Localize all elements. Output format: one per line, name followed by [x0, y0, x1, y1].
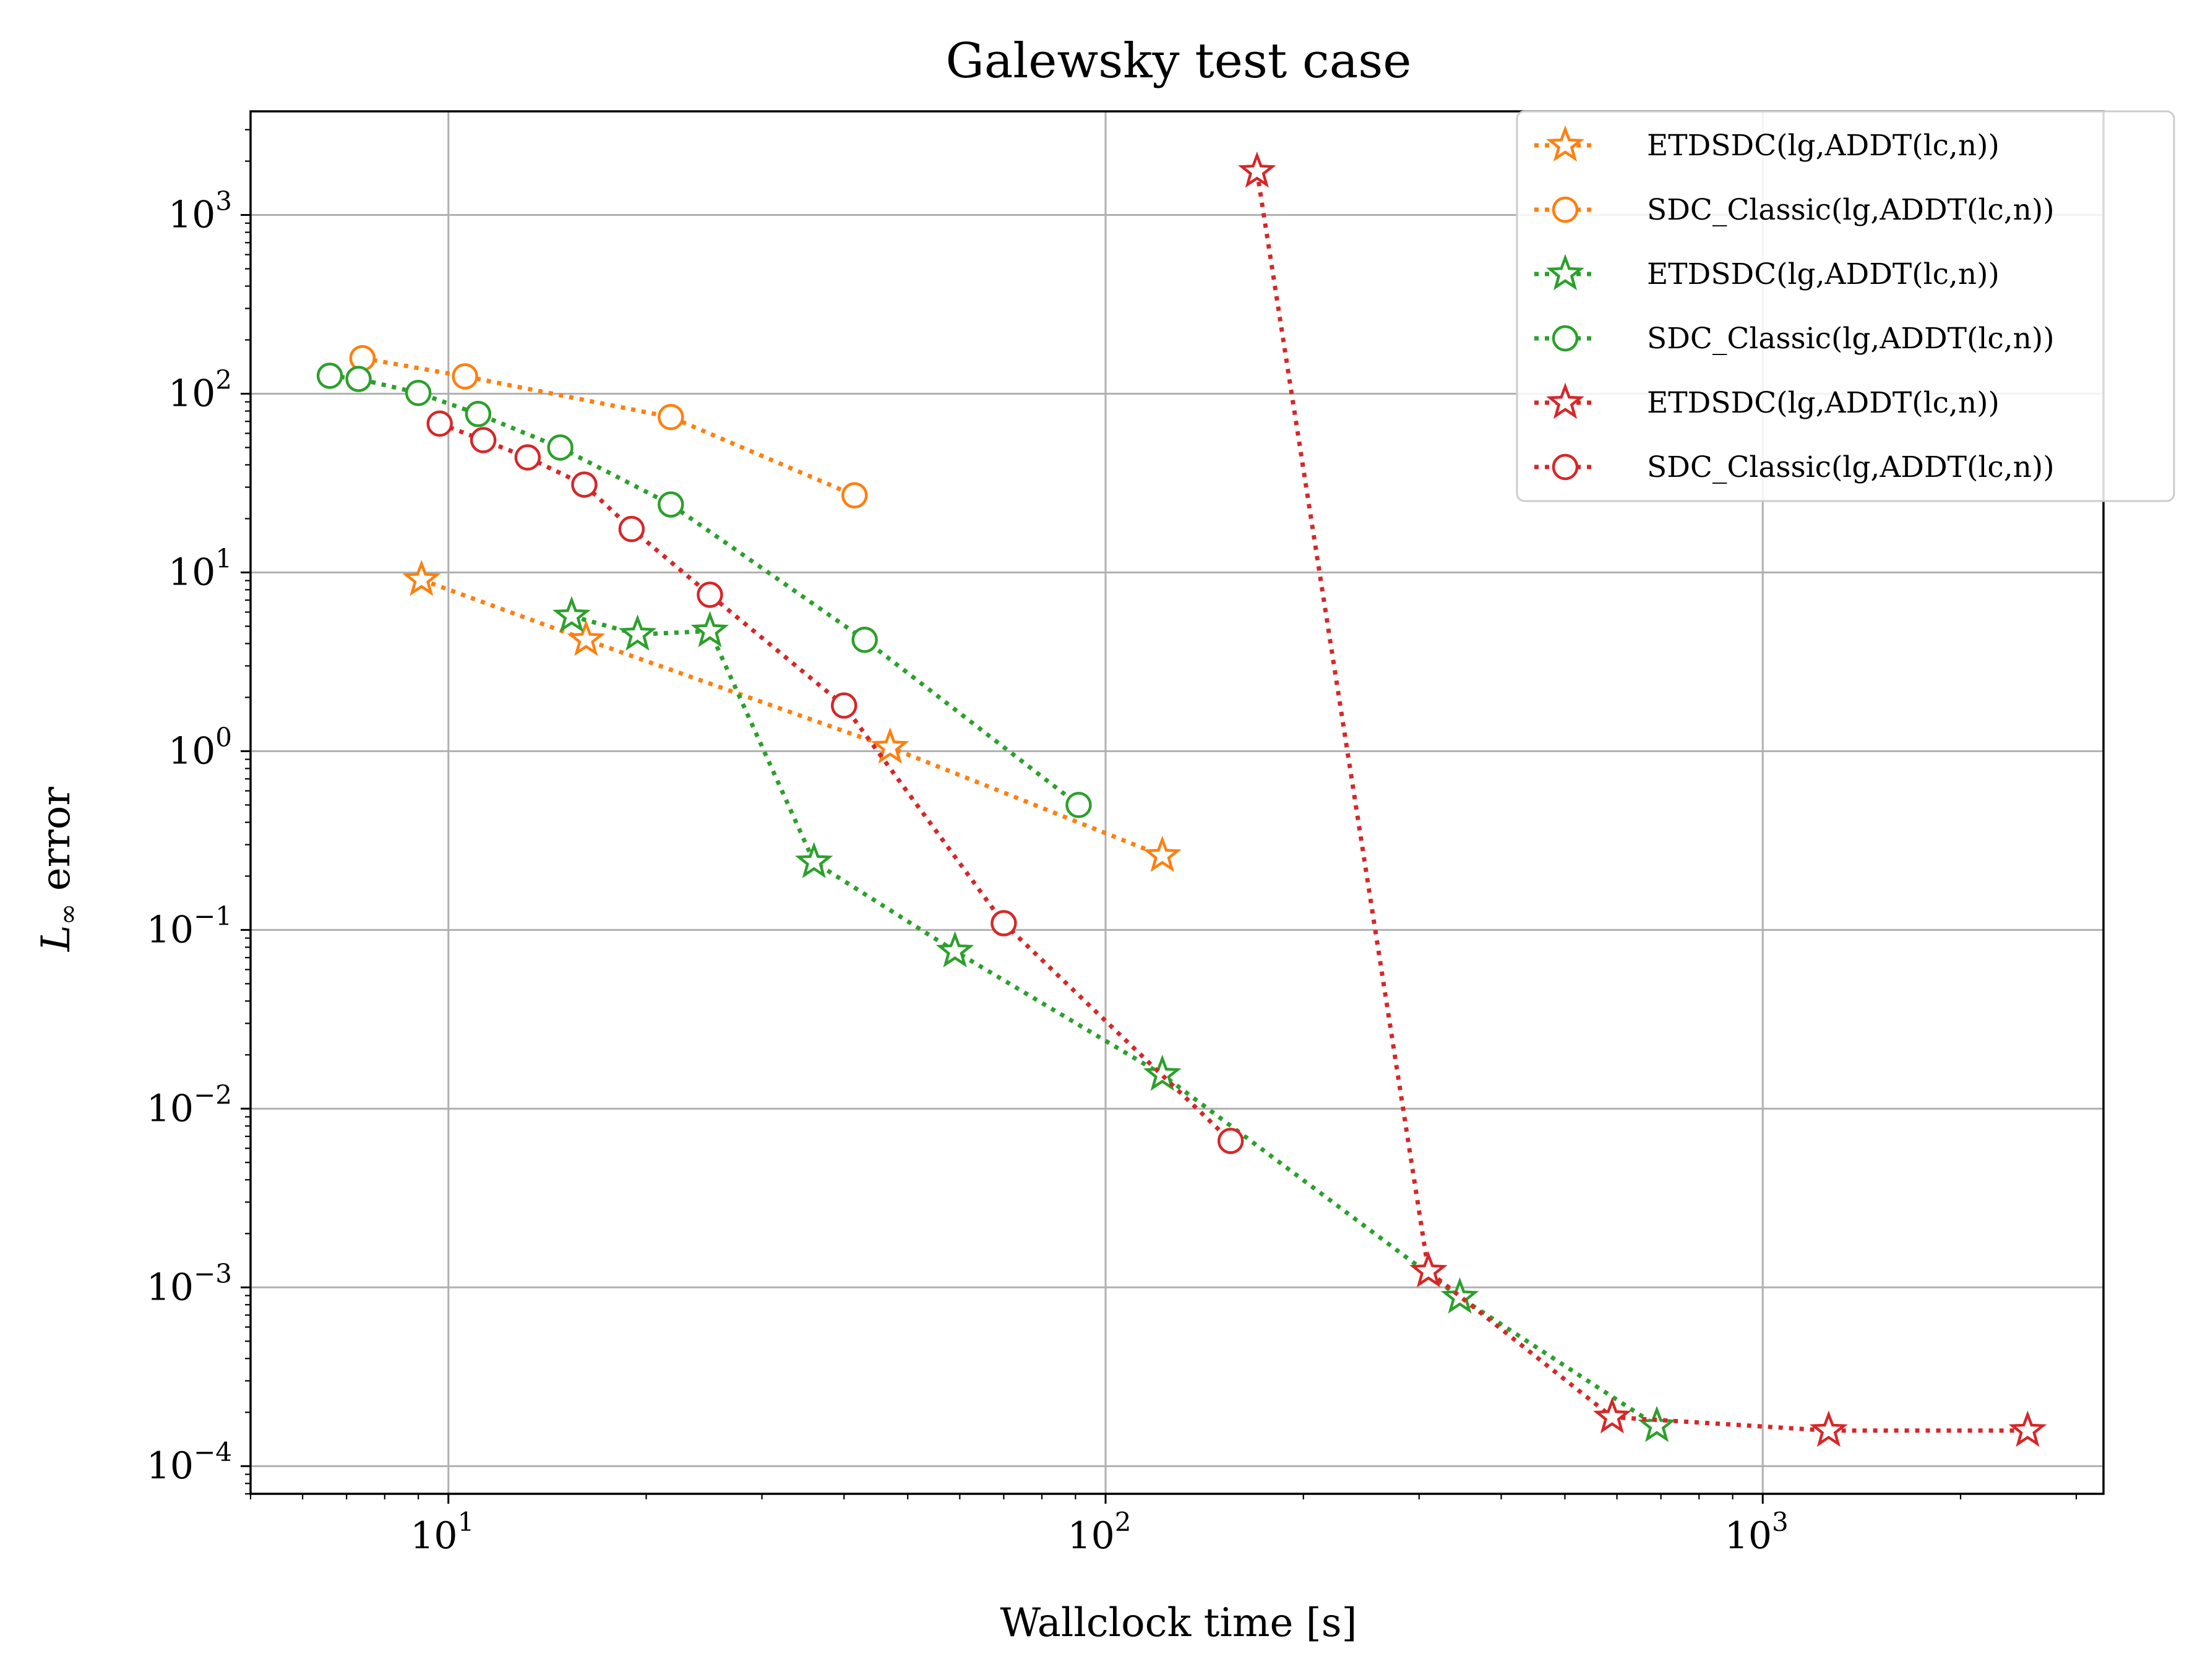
- series-layer: [316, 151, 2047, 1447]
- circle-point: [514, 444, 541, 471]
- y-tick-label: 10−2: [147, 1079, 232, 1130]
- series-3: [552, 596, 1676, 1442]
- legend-label: SDC_Classic(lg,ADDT(lc,n)): [1647, 450, 2055, 484]
- star-point: [567, 619, 606, 656]
- star-point: [1409, 1251, 1448, 1288]
- circle-point: [1065, 792, 1092, 818]
- legend-item: ETDSDC(lg,ADDT(lc,n)): [1534, 382, 2000, 420]
- legend-item: SDC_Classic(lg,ADDT(lc,n)): [1534, 193, 2055, 227]
- legend-item: ETDSDC(lg,ADDT(lc,n)): [1534, 125, 2000, 163]
- plot-frame: [249, 110, 2105, 1495]
- legend-marker-circle: [1552, 325, 1579, 352]
- star-point: [1440, 1277, 1479, 1314]
- star-point: [552, 596, 591, 633]
- circle-point: [405, 379, 432, 406]
- legend-label: ETDSDC(lg,ADDT(lc,n)): [1647, 386, 2000, 420]
- x-tick-label: 101: [410, 1507, 474, 1558]
- legend-box: [1516, 110, 2175, 502]
- circle-point: [990, 910, 1017, 936]
- star-point: [2008, 1410, 2047, 1447]
- tick-labels: 101 102 103 10−4 10−3 10−2 10−1 100 101 102 103: [147, 186, 1789, 1558]
- y-axis-label: L∞ error: [33, 787, 83, 952]
- legend-item: SDC_Classic(lg,ADDT(lc,n)): [1534, 450, 2055, 484]
- major-ticks: [241, 214, 1764, 1504]
- circle-point: [426, 410, 453, 437]
- circle-point: [470, 427, 497, 453]
- x-tick-label: 102: [1067, 1507, 1131, 1558]
- circle-point: [345, 366, 372, 392]
- series-line: [421, 578, 1163, 858]
- star-point: [690, 611, 729, 648]
- star-point: [1592, 1397, 1631, 1434]
- circle-point: [851, 627, 878, 653]
- legend-marker-star: [1546, 382, 1584, 419]
- x-tick-label: 103: [1725, 1507, 1789, 1558]
- star-point: [870, 727, 909, 764]
- legend-marker-star: [1546, 254, 1584, 291]
- star-point: [794, 842, 833, 878]
- circle-point: [465, 401, 492, 427]
- legend-item: ETDSDC(lg,ADDT(lc,n)): [1534, 254, 2000, 291]
- y-tick-label: 103: [168, 186, 232, 237]
- series-4: [316, 362, 1092, 818]
- circle-point: [1217, 1128, 1244, 1154]
- star-point: [402, 559, 441, 596]
- legend-item: SDC_Classic(lg,ADDT(lc,n)): [1534, 322, 2055, 356]
- y-tick-label: 10−3: [147, 1258, 232, 1309]
- star-point: [1143, 836, 1182, 872]
- y-tick-label: 101: [168, 543, 232, 594]
- legend-marker-circle: [1552, 196, 1579, 223]
- legend-label: SDC_Classic(lg,ADDT(lc,n)): [1647, 322, 2055, 356]
- y-axis-label-suffix: error: [33, 787, 79, 904]
- circle-point: [658, 491, 684, 518]
- circle-point: [841, 482, 868, 509]
- legend: ETDSDC(lg,ADDT(lc,n)) SDC_Classic(lg,ADDT…: [1516, 110, 2175, 502]
- circle-point: [571, 471, 598, 498]
- chart-title: Galewsky test case: [946, 33, 1412, 89]
- series-1: [402, 559, 1182, 872]
- y-tick-label: 10−4: [147, 1437, 232, 1488]
- x-axis-label: Wallclock time [s]: [1000, 1600, 1357, 1646]
- star-point: [1143, 1054, 1182, 1091]
- y-axis-label-L: L: [33, 925, 79, 953]
- series-6: [426, 410, 1244, 1154]
- legend-marker-star: [1546, 125, 1584, 162]
- legend-label: SDC_Classic(lg,ADDT(lc,n)): [1647, 193, 2055, 227]
- y-tick-label: 102: [168, 364, 232, 415]
- circle-point: [658, 404, 684, 431]
- star-point: [618, 614, 657, 651]
- y-tick-label: 100: [168, 722, 232, 773]
- circle-point: [452, 363, 478, 390]
- circle-point: [697, 581, 723, 608]
- legend-label: ETDSDC(lg,ADDT(lc,n)): [1647, 129, 2000, 163]
- series-2: [349, 345, 868, 509]
- series-line: [362, 356, 856, 498]
- circle-point: [316, 362, 343, 389]
- series-5: [1237, 151, 2047, 1447]
- legend-marker-circle: [1552, 453, 1579, 481]
- legend-label: ETDSDC(lg,ADDT(lc,n)): [1647, 257, 2000, 291]
- y-tick-label: 10−1: [147, 901, 232, 951]
- circle-point: [547, 434, 574, 461]
- star-point: [935, 931, 974, 967]
- y-axis-label-sub: ∞: [53, 904, 83, 925]
- circle-point: [618, 515, 645, 542]
- star-point: [1809, 1410, 1848, 1447]
- circle-point: [831, 692, 857, 719]
- star-point: [1237, 151, 1276, 188]
